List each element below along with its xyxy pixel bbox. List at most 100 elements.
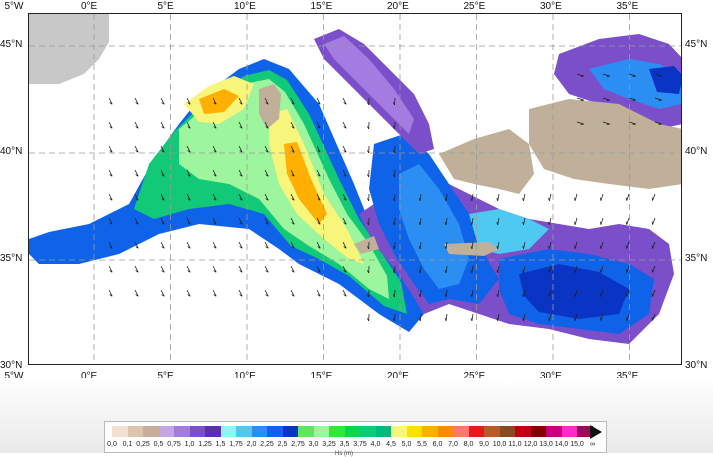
direction-arrow <box>472 314 473 321</box>
legend-value-label: 1,5 <box>216 441 226 448</box>
legend-value-label: 3,75 <box>353 441 367 448</box>
direction-arrowhead <box>626 270 627 273</box>
direction-arrowhead <box>600 222 601 225</box>
legend-swatch <box>500 426 516 437</box>
direction-arrowhead <box>626 246 627 249</box>
legend-swatch <box>143 426 159 437</box>
right-latitude-tick: 45°N <box>685 39 707 50</box>
legend-value-label: 4,0 <box>371 441 381 448</box>
legend-value-label: 5,0 <box>402 441 412 448</box>
legend-value-label: 1,25 <box>198 441 212 448</box>
right-latitude-tick: 30°N <box>685 360 707 371</box>
legend-swatch <box>329 426 345 437</box>
top-longitude-tick: 0°E <box>81 1 97 12</box>
legend-swatch <box>128 426 144 437</box>
legend-overflow-arrow-icon <box>590 425 602 439</box>
right-latitude-tick: 40°N <box>685 146 707 157</box>
direction-arrowhead <box>600 198 601 201</box>
legend-swatch <box>546 426 562 437</box>
top-longitude-tick: 35°E <box>617 1 639 12</box>
direction-arrow <box>601 194 603 201</box>
legend-value-label: 15,0 <box>570 441 584 448</box>
legend-swatch <box>453 426 469 437</box>
legend-value-label: 2,75 <box>291 441 305 448</box>
legend-value-label: 0,1 <box>123 441 133 448</box>
legend-value-label: ∞ <box>590 441 595 448</box>
legend-value-label: 0,5 <box>154 441 164 448</box>
legend-value-label: 2,5 <box>278 441 288 448</box>
legend-value-label: 1,0 <box>185 441 195 448</box>
direction-arrowhead <box>626 318 627 321</box>
direction-arrowhead <box>523 198 524 201</box>
legend-swatch <box>562 426 578 437</box>
top-longitude-tick: 10°E <box>234 1 256 12</box>
legend-swatch <box>112 426 128 437</box>
legend-swatch <box>345 426 361 437</box>
legend-swatch <box>314 426 330 437</box>
legend-value-label: 8,0 <box>464 441 474 448</box>
legend-value-label: 6,0 <box>433 441 443 448</box>
legend-swatch <box>298 426 314 437</box>
top-longitude-tick: 15°E <box>311 1 333 12</box>
legend-swatch <box>531 426 547 437</box>
legend-value-label: 0,75 <box>167 441 181 448</box>
legend-value-label: 10,0 <box>493 441 507 448</box>
legend-color-scale <box>112 426 593 437</box>
direction-arrowhead <box>445 318 446 321</box>
legend-swatch <box>236 426 252 437</box>
right-latitude-tick: 35°N <box>685 253 707 264</box>
direction-arrow <box>601 218 603 225</box>
direction-arrow <box>653 194 655 201</box>
direction-arrow <box>575 194 577 201</box>
top-longitude-tick: 30°E <box>540 1 562 12</box>
legend-swatch <box>469 426 485 437</box>
legend-value-label: 13,0 <box>539 441 553 448</box>
legend-value-label: 2,0 <box>247 441 257 448</box>
legend-unit-label: Hs (m) <box>335 451 353 457</box>
legend-value-label: 11,0 <box>508 441 521 448</box>
legend-value-label: 3,0 <box>309 441 319 448</box>
direction-arrowhead <box>626 222 627 225</box>
direction-arrowhead <box>574 198 575 201</box>
iberia-outside-domain <box>29 14 109 84</box>
left-latitude-tick: 40°N <box>0 146 22 157</box>
direction-arrow <box>575 218 577 225</box>
direction-arrowhead <box>626 198 627 201</box>
top-longitude-tick: 20°E <box>387 1 409 12</box>
legend-swatch <box>515 426 531 437</box>
legend-value-label: 5,5 <box>417 441 427 448</box>
left-latitude-tick: 45°N <box>0 39 22 50</box>
legend-swatch <box>267 426 283 437</box>
direction-arrowhead <box>497 198 498 201</box>
legend-value-label: 4,5 <box>386 441 396 448</box>
legend-swatch <box>376 426 392 437</box>
top-longitude-tick: 25°E <box>464 1 486 12</box>
direction-arrowhead <box>574 222 575 225</box>
legend-value-label: 0,25 <box>136 441 150 448</box>
legend-value-label: 1,75 <box>229 441 243 448</box>
black-sea-north-land <box>614 14 682 34</box>
top-longitude-tick: 5°W <box>5 1 24 12</box>
top-longitude-tick: 5°E <box>158 1 174 12</box>
legend-value-label: 2,25 <box>260 441 274 448</box>
legend-value-label: 9,0 <box>479 441 489 448</box>
legend-value-label: 0,0 <box>107 441 117 448</box>
direction-arrow <box>524 194 525 201</box>
legend-value-label: 14,0 <box>555 441 569 448</box>
legend-swatch <box>190 426 206 437</box>
direction-arrow <box>627 218 629 225</box>
legend-swatch <box>438 426 454 437</box>
legend-swatch <box>283 426 299 437</box>
map-panel <box>28 13 682 365</box>
legend-value-label: 3,5 <box>340 441 350 448</box>
direction-arrowhead <box>626 294 627 297</box>
wave-height-map <box>29 14 682 365</box>
direction-arrow <box>653 218 655 225</box>
legend-swatch <box>221 426 237 437</box>
legend-swatch <box>391 426 407 437</box>
legend-swatch <box>422 426 438 437</box>
left-latitude-tick: 35°N <box>0 253 22 264</box>
legend-swatch <box>407 426 423 437</box>
